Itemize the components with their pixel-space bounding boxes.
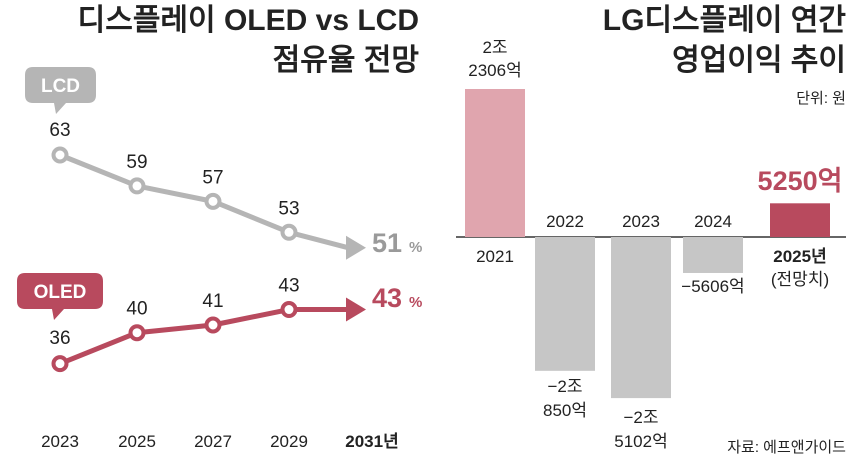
- source-note: 자료: 에프앤가이드: [727, 439, 846, 456]
- bar-chart-title-line1: LG디스플레이 연간: [603, 4, 847, 37]
- bar-category-note: (전망치): [771, 270, 829, 289]
- bar-category-2021: 2021: [476, 247, 514, 266]
- line-chart-title-line2: 점유율 전망: [273, 44, 420, 77]
- lcd-point-2025: [128, 177, 146, 195]
- lcd-end-value: 51: [372, 228, 402, 258]
- line-x-tick-2025: 2025: [118, 432, 156, 451]
- oled-arrow-head: [346, 297, 366, 322]
- line-x-tick-2023: 2023: [41, 432, 79, 451]
- line-x-tick-2029: 2029: [270, 432, 308, 451]
- lcd-value-label-2025: 59: [126, 152, 147, 173]
- oled-point-2029: [280, 301, 298, 319]
- lcd-point-2029: [280, 223, 298, 241]
- oled-badge: [17, 273, 103, 320]
- bar-value-label-2022-1: 850억: [543, 401, 587, 420]
- bar-category-2022: 2022: [546, 212, 584, 231]
- oled-point-2027: [204, 316, 222, 334]
- line-x-tick-2031년: 2031년: [345, 432, 398, 451]
- lcd-value-label-2027: 57: [202, 167, 223, 188]
- line-chart: 63 59 57 53 36 40 41 43 51 % 43 % LCD OLED 2023 2025 202…: [17, 67, 422, 451]
- lcd-arrow-head: [346, 235, 366, 260]
- bar-value-label-2022-0: −2조: [547, 377, 582, 396]
- bar-chart-unit: 단위: 원: [796, 90, 846, 107]
- lcd-end-unit: %: [409, 239, 422, 256]
- line-chart-title-line1: 디스플레이 OLED vs LCD: [78, 4, 419, 37]
- bar-value-label-2021-0: 2조: [482, 38, 507, 57]
- oled-point-2023: [51, 355, 69, 373]
- oled-value-label-2025: 40: [126, 299, 147, 320]
- bar-category-2023: 2023: [622, 212, 660, 231]
- line-x-tick-2027: 2027: [194, 432, 232, 451]
- bar-2022: [535, 237, 595, 371]
- bar-value-label-2021-1: 2306억: [468, 61, 521, 80]
- lcd-value-label-2023: 63: [49, 120, 70, 141]
- lcd-point-2027: [204, 192, 222, 210]
- bar-2023: [611, 237, 671, 399]
- bar-value-label-2023-1: 5102억: [614, 432, 667, 451]
- bar-2024: [683, 237, 743, 273]
- bar-category-2024: 2024: [694, 212, 732, 231]
- oled-end-unit: %: [409, 294, 422, 311]
- oled-point-2025: [128, 324, 146, 342]
- bar-value-label-2024-0: −5606억: [681, 277, 744, 296]
- oled-series-line: [59, 307, 348, 366]
- oled-badge-label: OLED: [34, 282, 87, 303]
- bar-value-label-2023-0: −2조: [623, 408, 658, 427]
- bar-chart-title-line2: 영업이익 추이: [672, 44, 846, 77]
- lcd-value-label-2029: 53: [278, 198, 299, 219]
- oled-value-label-2023: 36: [49, 328, 70, 349]
- bar-chart: 2021 2022 2023 2024 2025년 (전망치) 2조 2306억 −2조 850억…: [456, 38, 846, 451]
- lcd-badge-label: LCD: [41, 76, 80, 97]
- bar-value-label-2025: 5250억: [758, 166, 843, 196]
- bar-category-2025년: 2025년: [773, 247, 826, 266]
- bar-2025년: [770, 203, 830, 237]
- bar-2021: [465, 89, 525, 237]
- oled-value-label-2029: 43: [278, 276, 299, 297]
- lcd-point-2023: [51, 146, 69, 164]
- oled-value-label-2027: 41: [202, 291, 223, 312]
- lcd-badge: [25, 67, 96, 114]
- oled-end-value: 43: [372, 283, 402, 313]
